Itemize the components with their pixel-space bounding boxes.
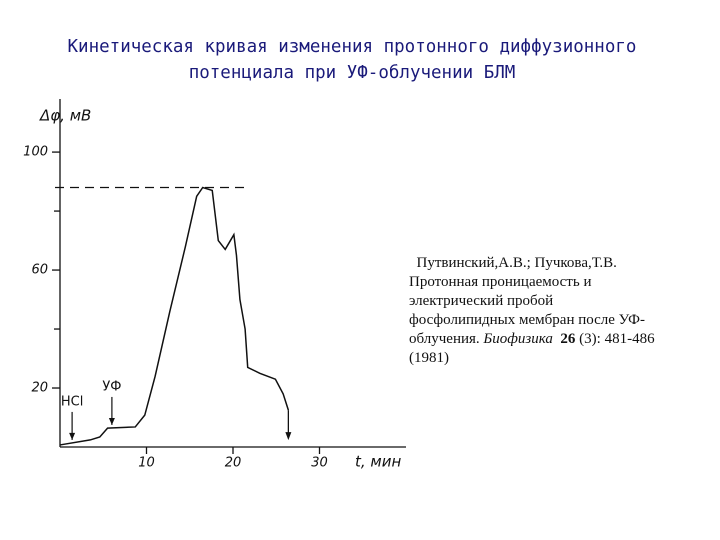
x-tick-label: 30 <box>311 456 328 471</box>
citation-authors: Путвинский,А.В.; Пучкова,Т.В. <box>416 255 617 271</box>
x-axis-label: t, мин <box>355 453 401 471</box>
y-axis-label: Δφ, мВ <box>39 107 91 125</box>
chart-title: потенциала при УФ-облучении БЛМ <box>189 63 516 83</box>
citation: Путвинский,А.В.; Пучкова,Т.В. Протонная … <box>409 254 659 368</box>
annotation: УФ <box>102 379 121 394</box>
annotation-arrow-head <box>69 432 76 440</box>
chart-title: Кинетическая кривая изменения протонного… <box>68 37 637 57</box>
citation-pages: 481-486 <box>604 331 655 347</box>
end-arrow-head <box>285 432 292 441</box>
citation-year: (1981) <box>409 350 449 366</box>
y-tick-label: 100 <box>23 145 48 160</box>
citation-journal: Биофизика <box>483 331 553 347</box>
data-line <box>59 186 290 446</box>
x-tick-label: 20 <box>225 456 242 471</box>
citation-issue: (3): <box>579 331 601 347</box>
x-tick-label: 10 <box>138 456 155 471</box>
y-tick-label: 20 <box>31 381 48 396</box>
y-tick-label: 60 <box>31 263 48 278</box>
citation-title: Протонная проницаемость и электрический … <box>409 274 646 347</box>
annotation: НСl <box>61 394 83 409</box>
annotation-arrow-head <box>108 417 115 425</box>
citation-volume: 26 <box>560 331 576 347</box>
